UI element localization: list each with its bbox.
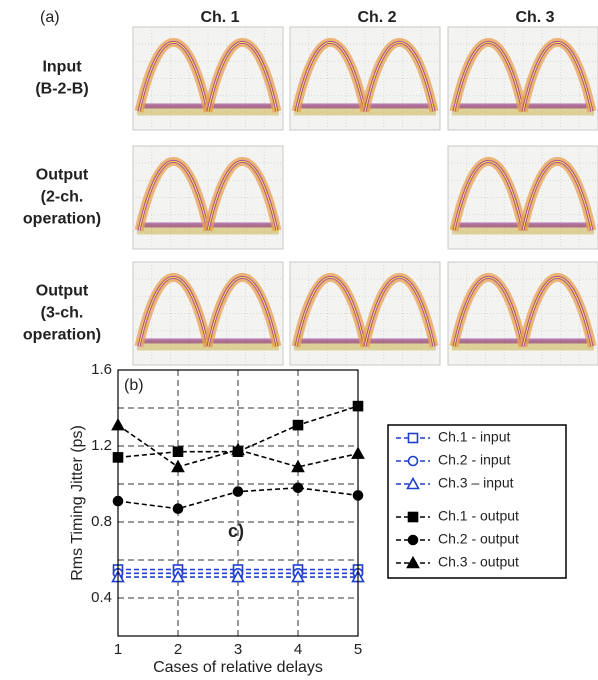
- marker: [409, 536, 418, 545]
- legend-label: Ch.1 - output: [438, 508, 519, 524]
- panel-label: (a): [40, 9, 60, 26]
- legend-label: Ch.3 - output: [438, 554, 519, 570]
- marker: [174, 504, 183, 513]
- row-label: operation): [23, 211, 101, 228]
- marker: [294, 483, 303, 492]
- legend-label: Ch.2 - input: [438, 452, 510, 468]
- marker: [409, 457, 418, 466]
- row-label: (2-ch.: [41, 189, 84, 206]
- panel-label: (b): [124, 377, 144, 394]
- row-label: Input: [42, 59, 82, 76]
- marker: [409, 434, 418, 443]
- marker: [294, 421, 303, 430]
- figure: (a) Ch. 1 Ch. 2 Ch. 3 Input (B-2-B) Output (2-…: [0, 0, 598, 680]
- y-tick-label: 1.2: [91, 437, 112, 454]
- x-tick-label: 2: [174, 641, 182, 658]
- column-header: Ch. 2: [357, 9, 396, 26]
- row-label: operation): [23, 327, 101, 344]
- x-axis-label: Cases of relative delays: [153, 659, 323, 676]
- marker: [409, 513, 418, 522]
- row-label: Output: [36, 283, 89, 300]
- row-label: (3-ch.: [41, 305, 84, 322]
- legend-label: Ch.3 – input: [438, 475, 514, 491]
- y-tick-label: 1.6: [91, 361, 112, 378]
- x-tick-label: 3: [234, 641, 242, 658]
- column-header: Ch. 1: [200, 9, 239, 26]
- marker: [234, 487, 243, 496]
- x-tick-label: 5: [354, 641, 362, 658]
- y-tick-label: 0.4: [91, 589, 112, 606]
- row-label: (B-2-B): [35, 81, 88, 98]
- x-tick-label: 1: [114, 641, 122, 658]
- row-label: Output: [36, 167, 89, 184]
- legend-label: Ch.1 - input: [438, 429, 510, 445]
- x-tick-label: 4: [294, 641, 302, 658]
- marker: [174, 447, 183, 456]
- y-tick-label: 0.8: [91, 513, 112, 530]
- column-header: Ch. 3: [515, 9, 554, 26]
- legend-label: Ch.2 - output: [438, 531, 519, 547]
- y-axis-label: Rms Timing Jitter (ps): [69, 425, 86, 581]
- annotation: c): [228, 521, 244, 541]
